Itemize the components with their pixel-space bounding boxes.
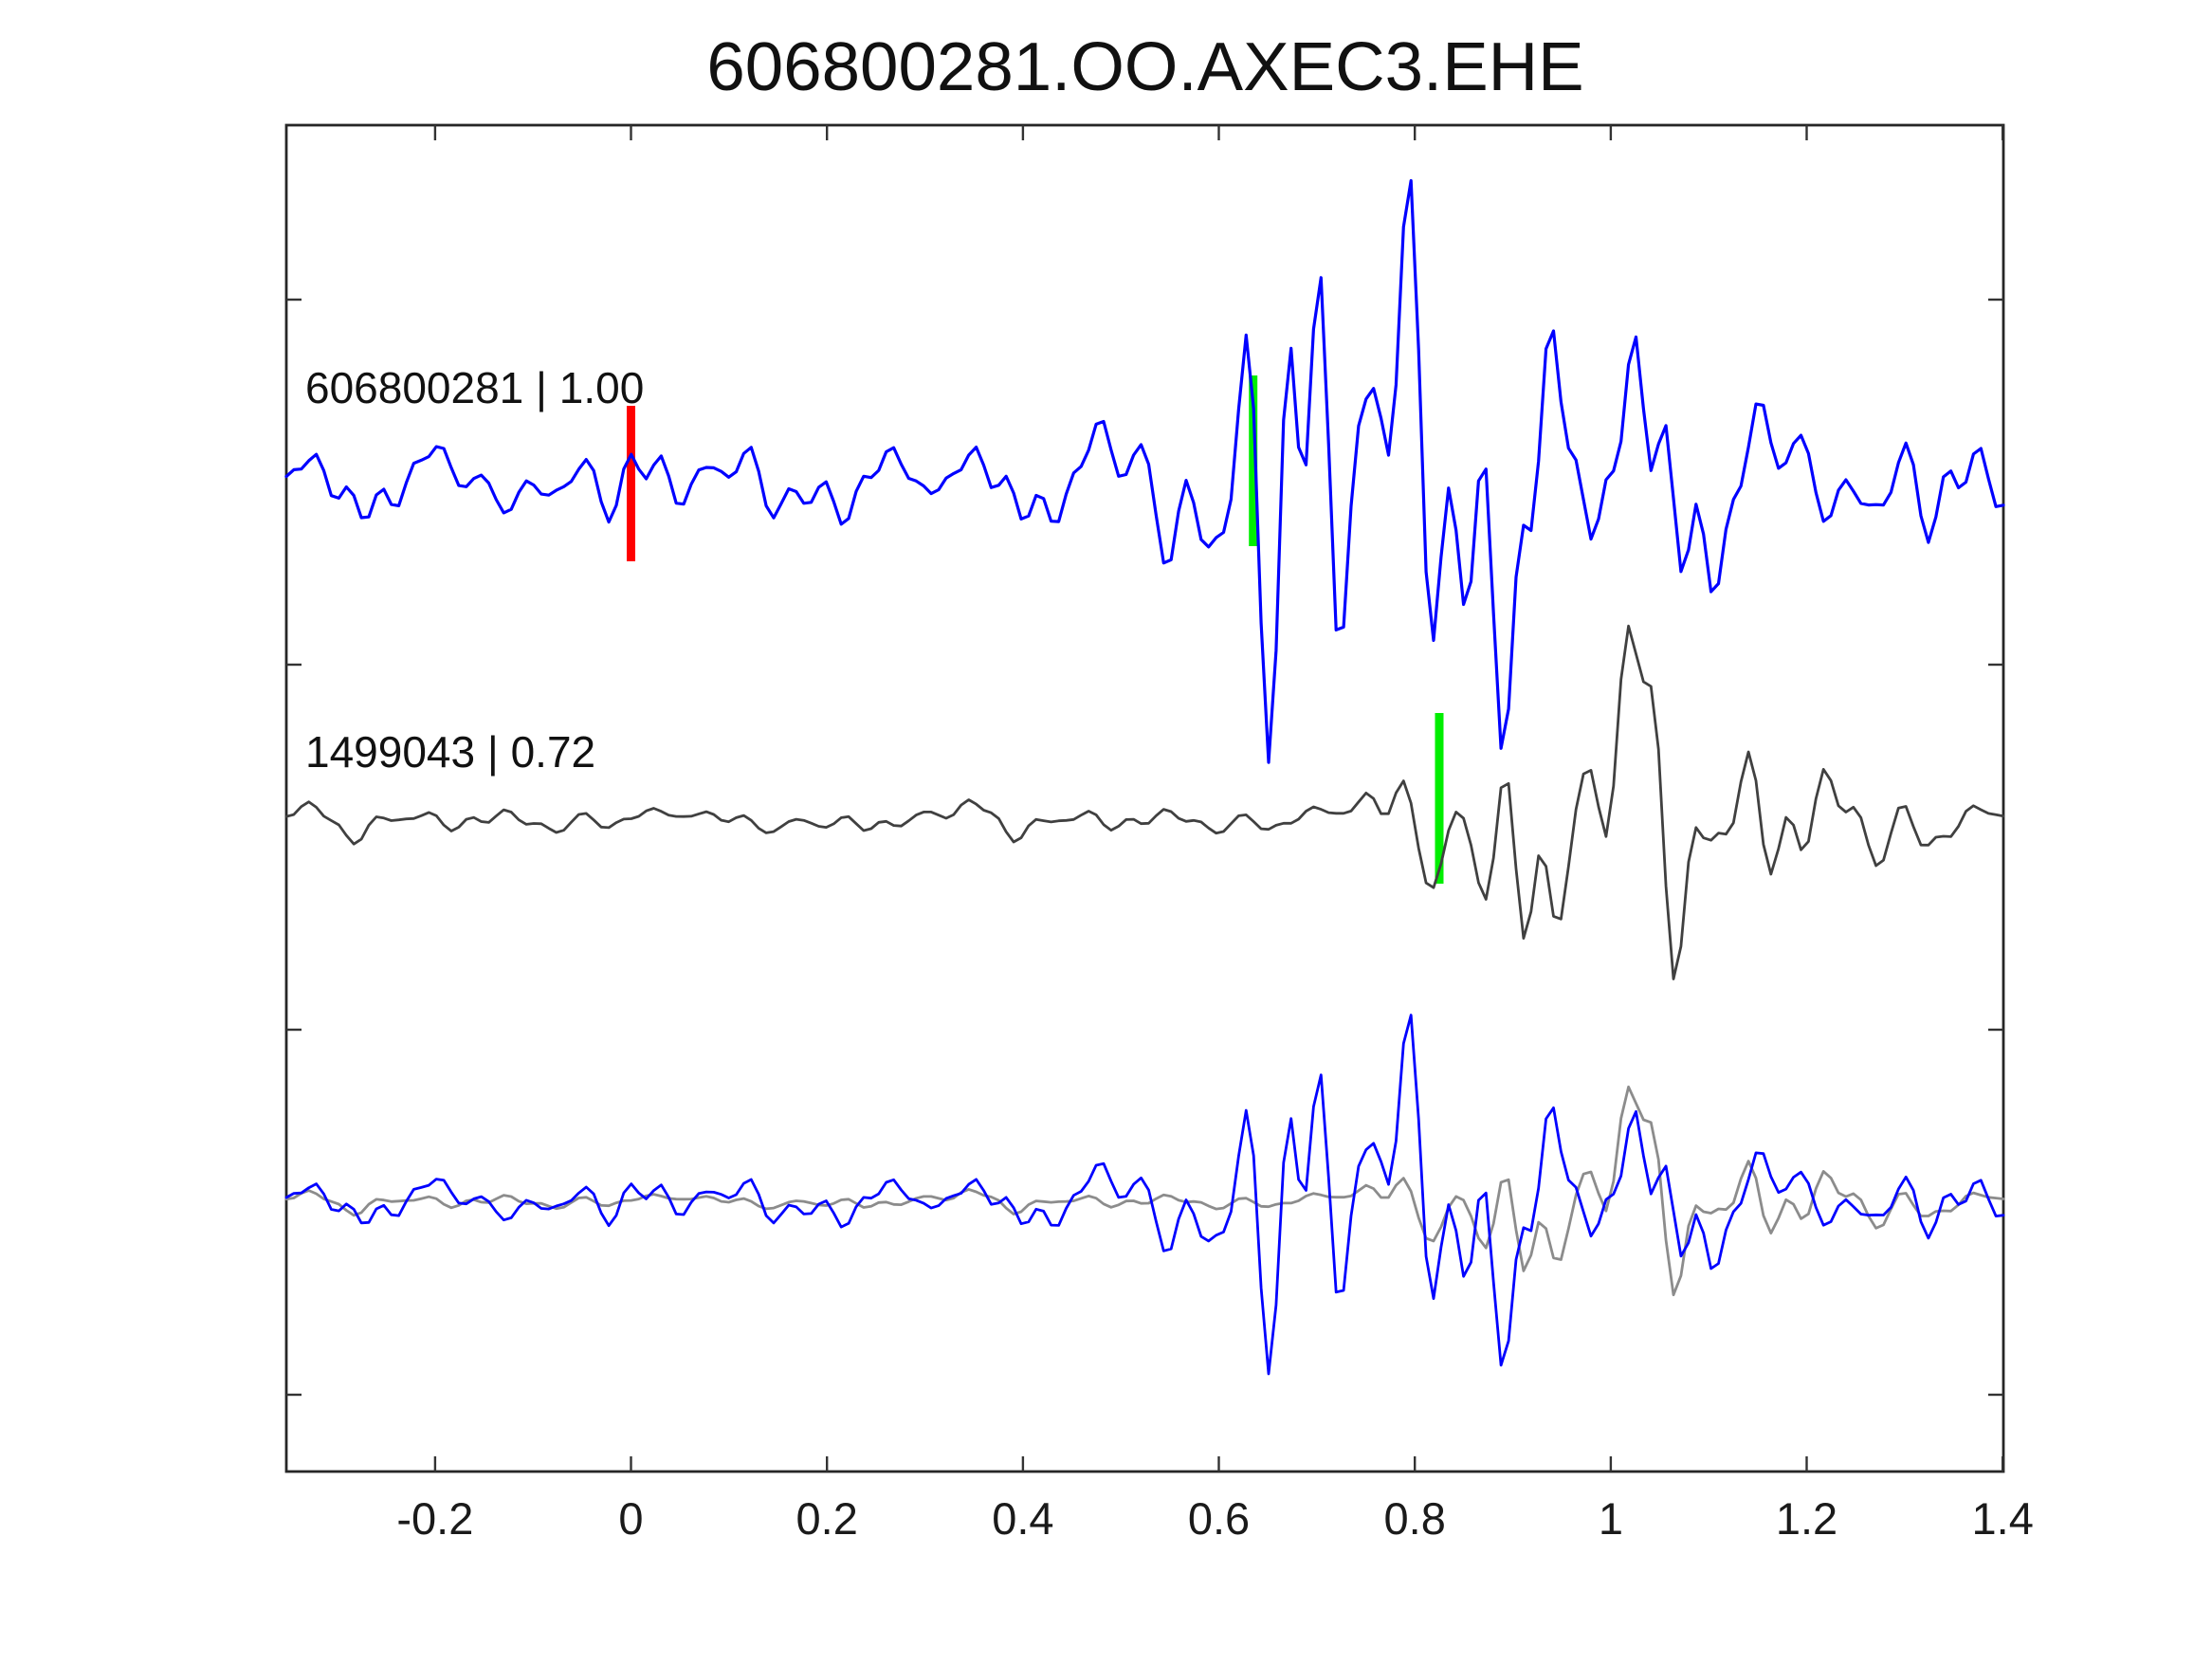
svg-text:1.2: 1.2 (1776, 1493, 1837, 1544)
svg-text:606800281 | 1.00: 606800281 | 1.00 (305, 363, 644, 412)
svg-text:0.6: 0.6 (1188, 1493, 1250, 1544)
svg-text:0.8: 0.8 (1384, 1493, 1446, 1544)
svg-text:1.4: 1.4 (1972, 1493, 2034, 1544)
svg-text:0: 0 (618, 1493, 643, 1544)
svg-text:0.2: 0.2 (796, 1493, 858, 1544)
svg-text:-0.2: -0.2 (396, 1493, 473, 1544)
svg-text:0.4: 0.4 (992, 1493, 1053, 1544)
svg-text:606800281.OO.AXEC3.EHE: 606800281.OO.AXEC3.EHE (706, 28, 1583, 105)
svg-text:1499043 | 0.72: 1499043 | 0.72 (305, 727, 595, 777)
svg-text:1: 1 (1599, 1493, 1623, 1544)
